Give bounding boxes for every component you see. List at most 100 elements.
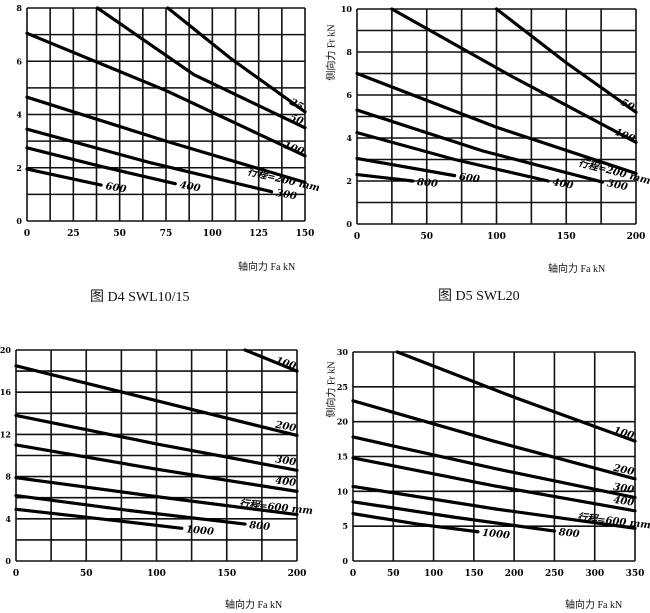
y-tick-label: 8	[346, 47, 352, 57]
series-line	[25, 31, 307, 158]
x-tick-label: 200	[505, 569, 524, 579]
x-tick-label: 300	[585, 569, 604, 579]
y-tick-label: 12	[0, 429, 11, 439]
x-tick-label: 125	[249, 229, 268, 239]
y-tick-label: 10	[337, 486, 349, 496]
y-tick-label: 16	[0, 387, 11, 397]
series-line	[14, 493, 247, 526]
chart-2-xlabel: 轴向力 Fa kN	[548, 264, 606, 275]
series-line	[494, 7, 638, 114]
chart-3-xlabel: 轴向力 Fa kN	[225, 600, 283, 611]
series-line	[355, 156, 457, 178]
series-line	[14, 507, 184, 530]
x-tick-label: 50	[420, 232, 433, 242]
x-tick-label: 0	[24, 229, 30, 239]
chart-2-caption: 图 D5 SWL20	[438, 289, 520, 304]
series-line	[166, 6, 307, 114]
y-tick-label: 15	[337, 452, 348, 462]
series-line	[14, 364, 299, 438]
series-label: 100	[612, 425, 635, 441]
series-line	[14, 413, 299, 472]
x-tick-label: 50	[80, 569, 93, 579]
series-line	[355, 131, 550, 183]
series-label: 1000	[482, 528, 511, 542]
x-tick-label: 0	[13, 569, 19, 579]
series-label: 行程=600 mm	[577, 511, 650, 531]
series-label: 行程=600 mm	[239, 498, 314, 517]
y-tick-label: 6	[16, 56, 22, 66]
x-tick-label: 25	[67, 229, 80, 239]
series-label: 400	[613, 495, 635, 509]
series-label: 600	[458, 172, 480, 186]
series-label: 100	[613, 127, 637, 145]
series-line	[351, 484, 637, 530]
x-tick-label: 350	[626, 569, 645, 579]
x-tick-label: 0	[350, 569, 356, 579]
chart-4: 0 50 100 150 200 250 300 350 0 5 10 15 20 25 30 100 200 3…	[337, 347, 650, 579]
series-label: 300	[275, 454, 297, 468]
series-line	[351, 399, 637, 481]
series-label: 600	[105, 181, 127, 195]
series-label: 400	[179, 180, 202, 195]
series-line	[14, 443, 299, 493]
x-tick-label: 150	[464, 569, 483, 579]
y-tick-label: 0	[16, 216, 22, 226]
chart-1-caption: 图 D4 SWL10/15	[90, 290, 190, 305]
y-tick-label: 5	[342, 521, 348, 531]
series-label: 100	[274, 355, 297, 372]
x-tick-label: 50	[113, 229, 126, 239]
series-label: 800	[249, 520, 271, 533]
series-label: 300	[275, 188, 298, 203]
x-tick-label: 50	[387, 569, 400, 579]
series-line	[25, 127, 274, 194]
y-tick-label: 20	[337, 417, 349, 427]
series-line	[355, 108, 605, 184]
y-tick-label: 2	[346, 176, 352, 186]
series-line	[355, 71, 638, 176]
series-label: 800	[417, 177, 439, 190]
series-line	[14, 476, 299, 517]
series-line	[351, 435, 637, 500]
y-tick-label: 20	[0, 345, 11, 355]
x-tick-label: 150	[557, 232, 576, 242]
y-tick-label: 25	[337, 382, 348, 392]
y-tick-label: 0	[346, 219, 352, 229]
series-label: 50	[288, 112, 305, 127]
x-tick-label: 100	[147, 569, 166, 579]
series-line	[25, 95, 307, 184]
series-label: 200	[273, 419, 297, 434]
y-tick-label: 6	[346, 90, 352, 100]
y-tick-label: 4	[5, 514, 11, 524]
series-line	[390, 7, 638, 144]
y-tick-label: 30	[337, 347, 349, 357]
x-tick-label: 150	[217, 569, 236, 579]
chart-1-xlabel: 轴向力 Fa kN	[238, 262, 296, 273]
y-tick-label: 10	[341, 4, 353, 14]
series-line	[351, 456, 637, 513]
x-tick-label: 0	[354, 232, 360, 242]
x-tick-label: 100	[203, 229, 222, 239]
series-line	[351, 512, 480, 534]
chart-4-xlabel: 轴向力 Fa kN	[565, 600, 623, 611]
x-tick-label: 250	[545, 569, 564, 579]
y-tick-label: 8	[5, 472, 11, 482]
x-tick-label: 200	[288, 569, 307, 579]
series-label: 300	[613, 482, 635, 496]
series-label: 400	[552, 177, 575, 192]
series-label: 100	[282, 140, 305, 158]
series-line	[395, 350, 637, 443]
y-tick-label: 2	[16, 163, 22, 173]
series-line	[243, 348, 299, 373]
x-tick-label: 200	[627, 232, 646, 242]
series-line	[95, 6, 307, 130]
series-line	[25, 167, 103, 187]
series-label: 200	[611, 463, 635, 478]
chart-3: 0 50 100 150 200 0 4 8 12 16 20 100 200 300 400 行程=600 …	[0, 345, 313, 579]
x-tick-label: 100	[487, 232, 506, 242]
x-tick-label: 75	[160, 229, 173, 239]
series-label: 1000	[186, 524, 215, 538]
series-line	[355, 172, 415, 183]
series-label: 400	[275, 475, 297, 489]
series-label: 300	[606, 178, 629, 193]
